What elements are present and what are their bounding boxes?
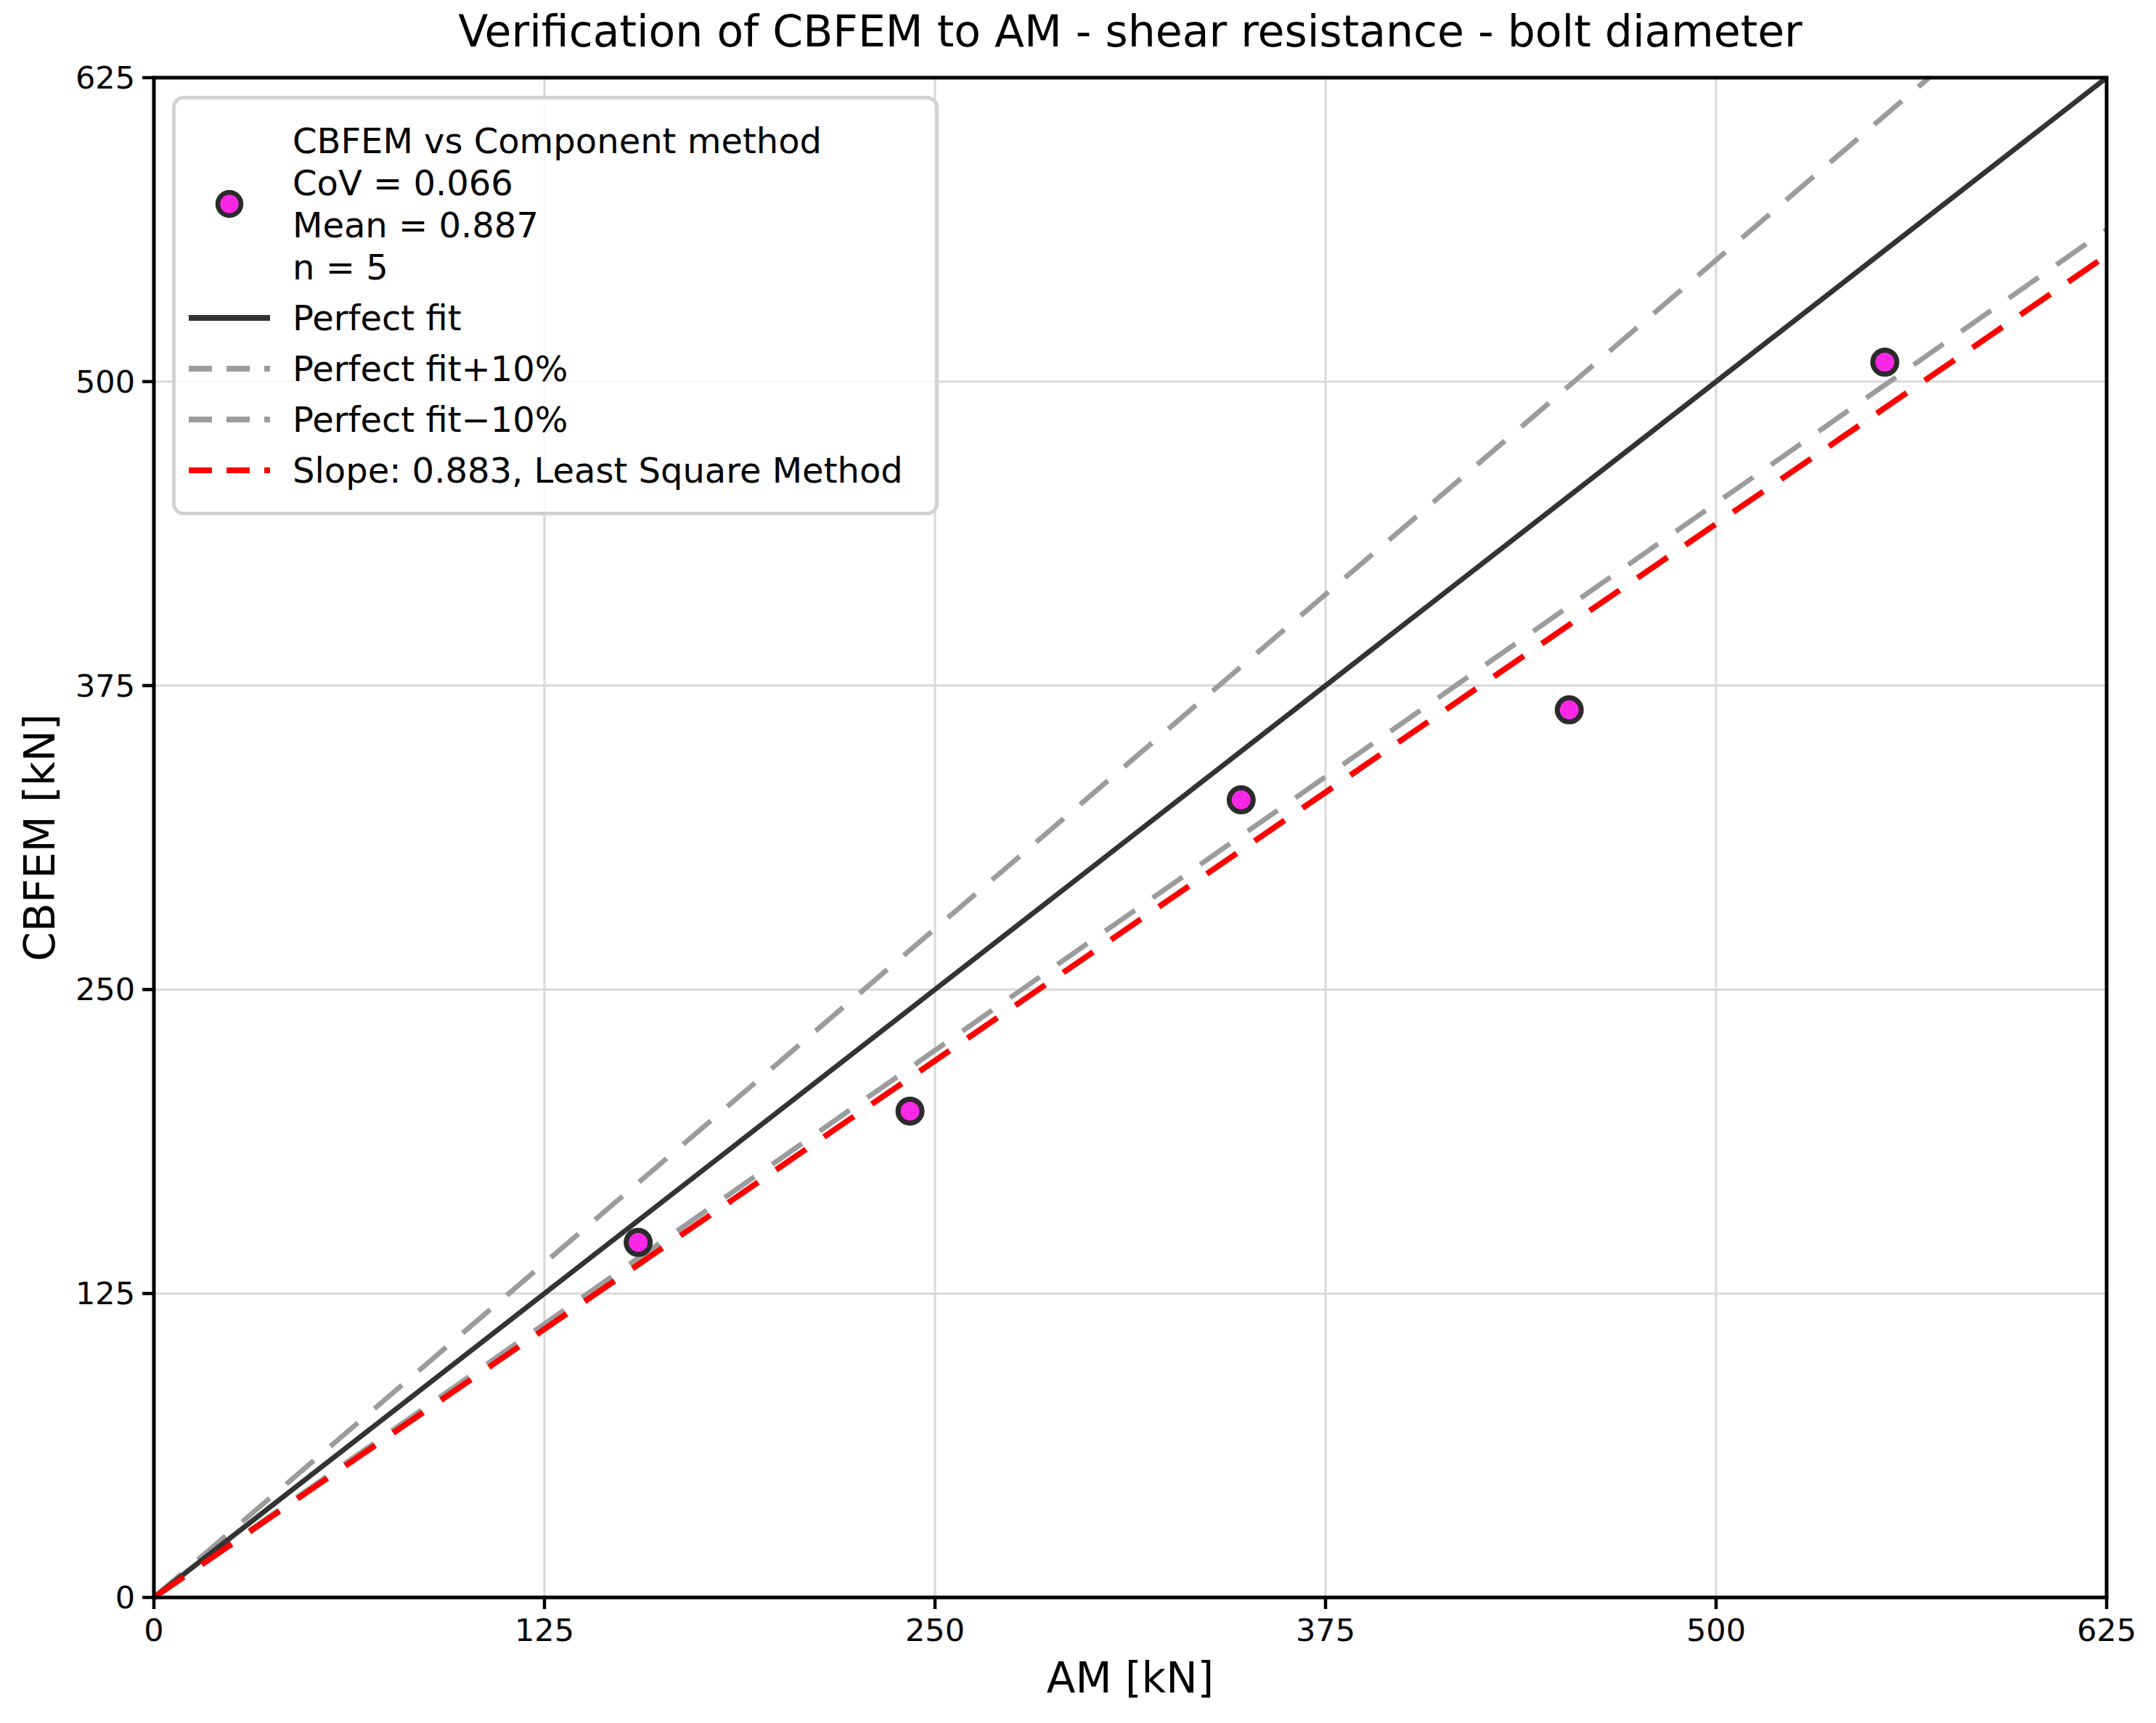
data-point: [1229, 788, 1253, 812]
y-tick-label: 125: [75, 1275, 135, 1311]
data-point: [1873, 350, 1897, 374]
legend-scatter-label-line4: n = 5: [293, 246, 822, 288]
dashed-line-icon: [189, 365, 270, 372]
figure: 0 125 250 375 500 625 0 125 250 375 500 625 Verific…: [0, 0, 2156, 1723]
x-tick-label: 625: [2077, 1612, 2136, 1648]
legend: CBFEM vs Component method CoV = 0.066 Me…: [172, 96, 939, 515]
scatter-marker-circle: [218, 192, 241, 216]
legend-label: Slope: 0.883, Least Square Method: [293, 449, 903, 491]
legend-item-plus10: Perfect fit+10%: [176, 348, 935, 390]
data-point: [1557, 698, 1581, 722]
dashed-line-icon: [189, 416, 270, 423]
data-point: [626, 1230, 650, 1254]
legend-item-minus10: Perfect fit−10%: [176, 398, 935, 441]
x-tick-label: 250: [905, 1612, 965, 1648]
scatter-marker-icon: [189, 187, 270, 221]
data-point: [898, 1099, 922, 1123]
legend-scatter-label-line1: CBFEM vs Component method: [293, 120, 822, 162]
legend-label: Perfect fit+10%: [293, 348, 568, 390]
x-tick-label: 375: [1296, 1612, 1355, 1648]
y-tick-label: 375: [75, 668, 135, 704]
x-tick-label: 0: [144, 1612, 163, 1648]
y-tick-label: 0: [115, 1579, 135, 1616]
legend-item-scatter: CBFEM vs Component method CoV = 0.066 Me…: [176, 120, 935, 288]
legend-label: Perfect fit: [293, 297, 461, 339]
y-tick-label: 500: [75, 364, 135, 400]
chart-title: Verification of CBFEM to AM - shear resi…: [154, 6, 2107, 57]
legend-scatter-label-line3: Mean = 0.887: [293, 204, 822, 246]
solid-line-icon: [189, 314, 270, 322]
legend-scatter-label: CBFEM vs Component method CoV = 0.066 Me…: [293, 120, 822, 288]
y-tick-label: 250: [75, 971, 135, 1007]
y-axis-label: CBFEM [kN]: [15, 713, 65, 961]
legend-label: Perfect fit−10%: [293, 398, 568, 441]
legend-scatter-label-line2: CoV = 0.066: [293, 162, 822, 204]
y-tick-label: 625: [75, 60, 135, 96]
legend-item-least-square: Slope: 0.883, Least Square Method: [176, 449, 935, 491]
legend-item-perfect-fit: Perfect fit: [176, 297, 935, 339]
red-dashed-line-icon: [189, 467, 270, 474]
x-tick-label: 500: [1686, 1612, 1746, 1648]
x-axis-label: AM [kN]: [154, 1653, 2107, 1703]
x-tick-label: 125: [515, 1612, 574, 1648]
